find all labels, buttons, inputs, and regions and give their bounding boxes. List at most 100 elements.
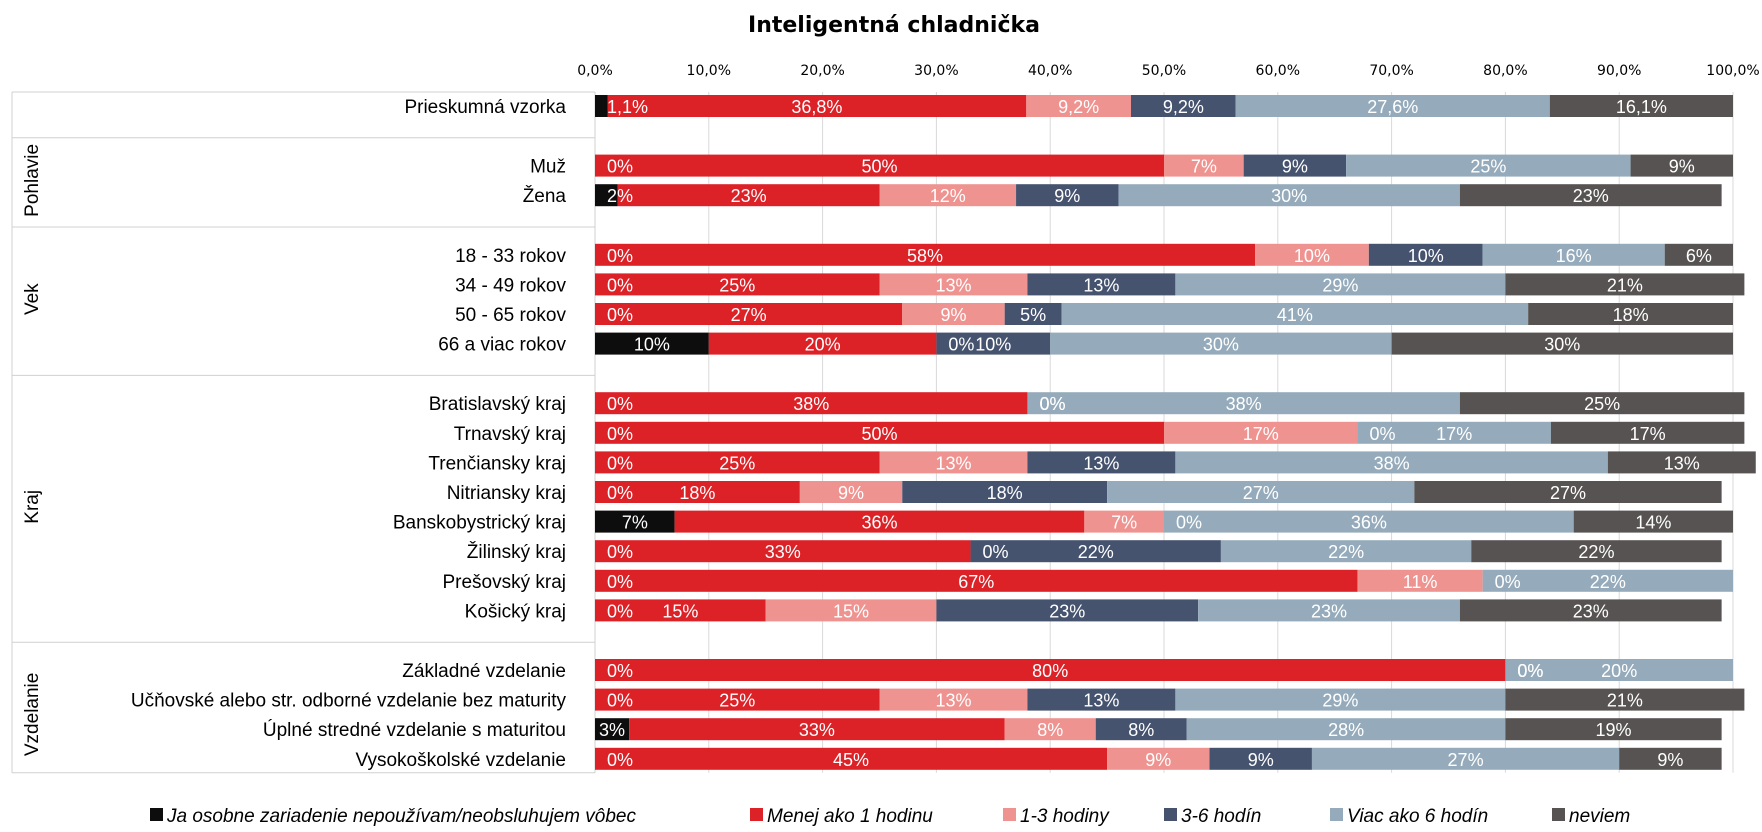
data-label: 27% (1243, 483, 1279, 503)
bar-segment (1027, 451, 1176, 474)
data-label: 10% (634, 335, 670, 355)
data-label: 0% (607, 275, 633, 295)
legend: Ja osobne zariadenie nepoužívam/neobsluh… (150, 806, 1630, 827)
data-label: 0% (1039, 394, 1065, 414)
legend-label: Ja osobne zariadenie nepoužívam/neobsluh… (166, 806, 636, 827)
bar-segment (595, 659, 1506, 681)
x-tick-label: 60,0% (1256, 63, 1300, 79)
data-label: 27,6% (1367, 97, 1418, 117)
legend-label: 3-6 hodín (1181, 806, 1261, 827)
bar-segment (595, 95, 608, 117)
data-label: 1,1% (607, 97, 648, 117)
bar-segment (595, 599, 766, 622)
row-label: Prešovský kraj (442, 572, 566, 593)
data-label: 0% (607, 246, 633, 266)
bar-segment (1175, 273, 1506, 296)
bar-segment (1118, 184, 1460, 207)
bar-segment (902, 481, 1108, 503)
legend-swatch (1164, 808, 1177, 821)
x-tick-label: 90,0% (1597, 63, 1641, 79)
data-label: 23% (1311, 601, 1347, 621)
bar-segment (1414, 481, 1722, 503)
data-label: 30% (1544, 335, 1580, 355)
bar-segment (1175, 688, 1506, 711)
bar-segment (1164, 421, 1358, 444)
bar-segment (1235, 95, 1550, 117)
x-axis-ticks: 0,0% 10,0% 20,0% 30,0% 40,0% 50,0% 60,0% 70,0% 8… (577, 63, 1759, 79)
bar-segment (1220, 540, 1472, 563)
bar-segment (1549, 95, 1733, 117)
data-label: 15% (833, 601, 869, 621)
bar-segment (1255, 243, 1369, 266)
bar-segment (1004, 303, 1062, 325)
bar-segment (1311, 747, 1620, 770)
data-label: 25% (1584, 394, 1620, 414)
bar-segment (879, 688, 1028, 711)
data-label: 9% (940, 305, 966, 325)
data-label: 10% (1408, 246, 1444, 266)
bar-segment (936, 599, 1199, 622)
data-label: 38% (1374, 453, 1410, 473)
data-label: 13% (935, 691, 971, 711)
data-label: 45% (833, 750, 869, 770)
data-label: 36% (861, 513, 897, 533)
bar-segment (1026, 95, 1131, 117)
row-label: Žilinský kraj (467, 541, 566, 563)
data-label: 15% (662, 601, 698, 621)
data-label: 20% (1601, 661, 1637, 681)
bar-segment (1164, 154, 1244, 177)
data-label: 21% (1607, 691, 1643, 711)
bar-segment (595, 273, 880, 296)
bar-segment (936, 332, 1051, 355)
data-label: 0% (1517, 661, 1543, 681)
data-label: 0% (1369, 424, 1395, 444)
data-label: 67% (958, 572, 994, 592)
bar-segment (1243, 154, 1347, 177)
data-label: 20% (805, 335, 841, 355)
bar-segment (1027, 392, 1460, 415)
row-label: Bratislavský kraj (429, 394, 566, 415)
data-label: 22% (1578, 542, 1614, 562)
bar-segment (1107, 481, 1415, 503)
bar-segment (1368, 243, 1483, 266)
legend-swatch (1552, 808, 1565, 821)
data-label: 9,2% (1163, 97, 1204, 117)
x-tick-label: 10,0% (687, 63, 731, 79)
data-label: 29% (1322, 275, 1358, 295)
data-label: 23% (731, 186, 767, 206)
data-label: 9% (1248, 750, 1274, 770)
data-label: 41% (1277, 305, 1313, 325)
data-label: 3% (599, 720, 625, 740)
data-label: 28% (1328, 720, 1364, 740)
bar-segment (595, 243, 1256, 266)
data-label: 0% (607, 483, 633, 503)
bar-segment (595, 569, 1358, 592)
data-label: 27% (1448, 750, 1484, 770)
bar-segment (607, 95, 1027, 117)
bar-segment (879, 184, 1017, 207)
data-label: 0% (607, 572, 633, 592)
bar-segment (617, 184, 880, 207)
data-label: 9% (838, 483, 864, 503)
bar-segment (1391, 332, 1733, 355)
data-label: 9% (1657, 750, 1683, 770)
row-label: Prieskumná vzorka (404, 97, 566, 118)
bar-segment (970, 540, 1221, 563)
bar-segment (595, 154, 1164, 177)
bar-segment (799, 481, 903, 503)
bar-segment (595, 184, 618, 207)
bar-segment (1016, 184, 1119, 207)
bar-segment (1459, 599, 1722, 622)
row-label: Učňovské alebo str. odborné vzdelanie be… (131, 691, 567, 712)
data-label: 7% (1111, 513, 1137, 533)
data-label: 8% (1128, 720, 1154, 740)
row-label: 66 a viac rokov (438, 335, 566, 356)
data-label: 11% (1403, 572, 1438, 592)
data-label: 36,8% (791, 97, 842, 117)
bar-segment (1528, 303, 1733, 325)
bar-segment (1027, 273, 1176, 296)
bar-segment (879, 451, 1028, 474)
bar-segment (595, 688, 880, 711)
data-label: 50% (861, 424, 897, 444)
